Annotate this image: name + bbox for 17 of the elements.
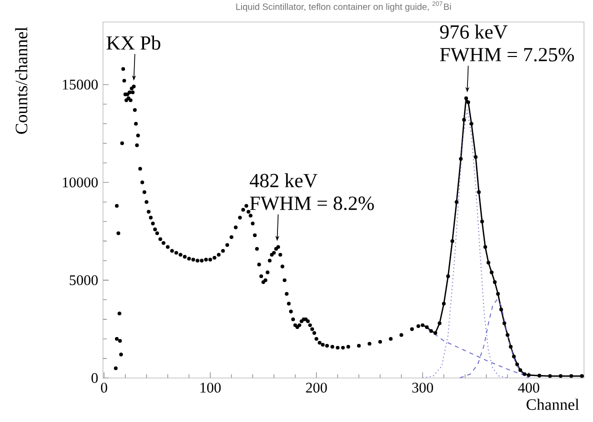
y-axis-title: Counts/channel (15, 27, 28, 134)
annotation: 976 keV (440, 24, 508, 39)
x-tick-label: 0 (100, 382, 108, 393)
annotation: FWHM = 8.2% (250, 196, 374, 210)
x-tick-label: 400 (518, 382, 540, 393)
annotation: 482 keV (250, 173, 318, 188)
x-tick-label: 300 (412, 382, 434, 393)
chart-title: Liquid Scintillator, teflon container on light guide, $^{207}$Bi (236, 1, 451, 12)
x-axis-title: Channel (526, 398, 579, 410)
annotation: FWHM = 7.25% (440, 48, 574, 62)
y-tick-label: 15000 (62, 80, 98, 90)
x-tick-label: 100 (200, 382, 221, 393)
y-tick-label: 5000 (70, 275, 98, 286)
x-tick-label: 200 (306, 382, 327, 393)
y-tick-label: 0 (92, 373, 98, 383)
annotation: KX Pb (106, 36, 160, 50)
y-tick-label: 10000 (62, 177, 98, 188)
